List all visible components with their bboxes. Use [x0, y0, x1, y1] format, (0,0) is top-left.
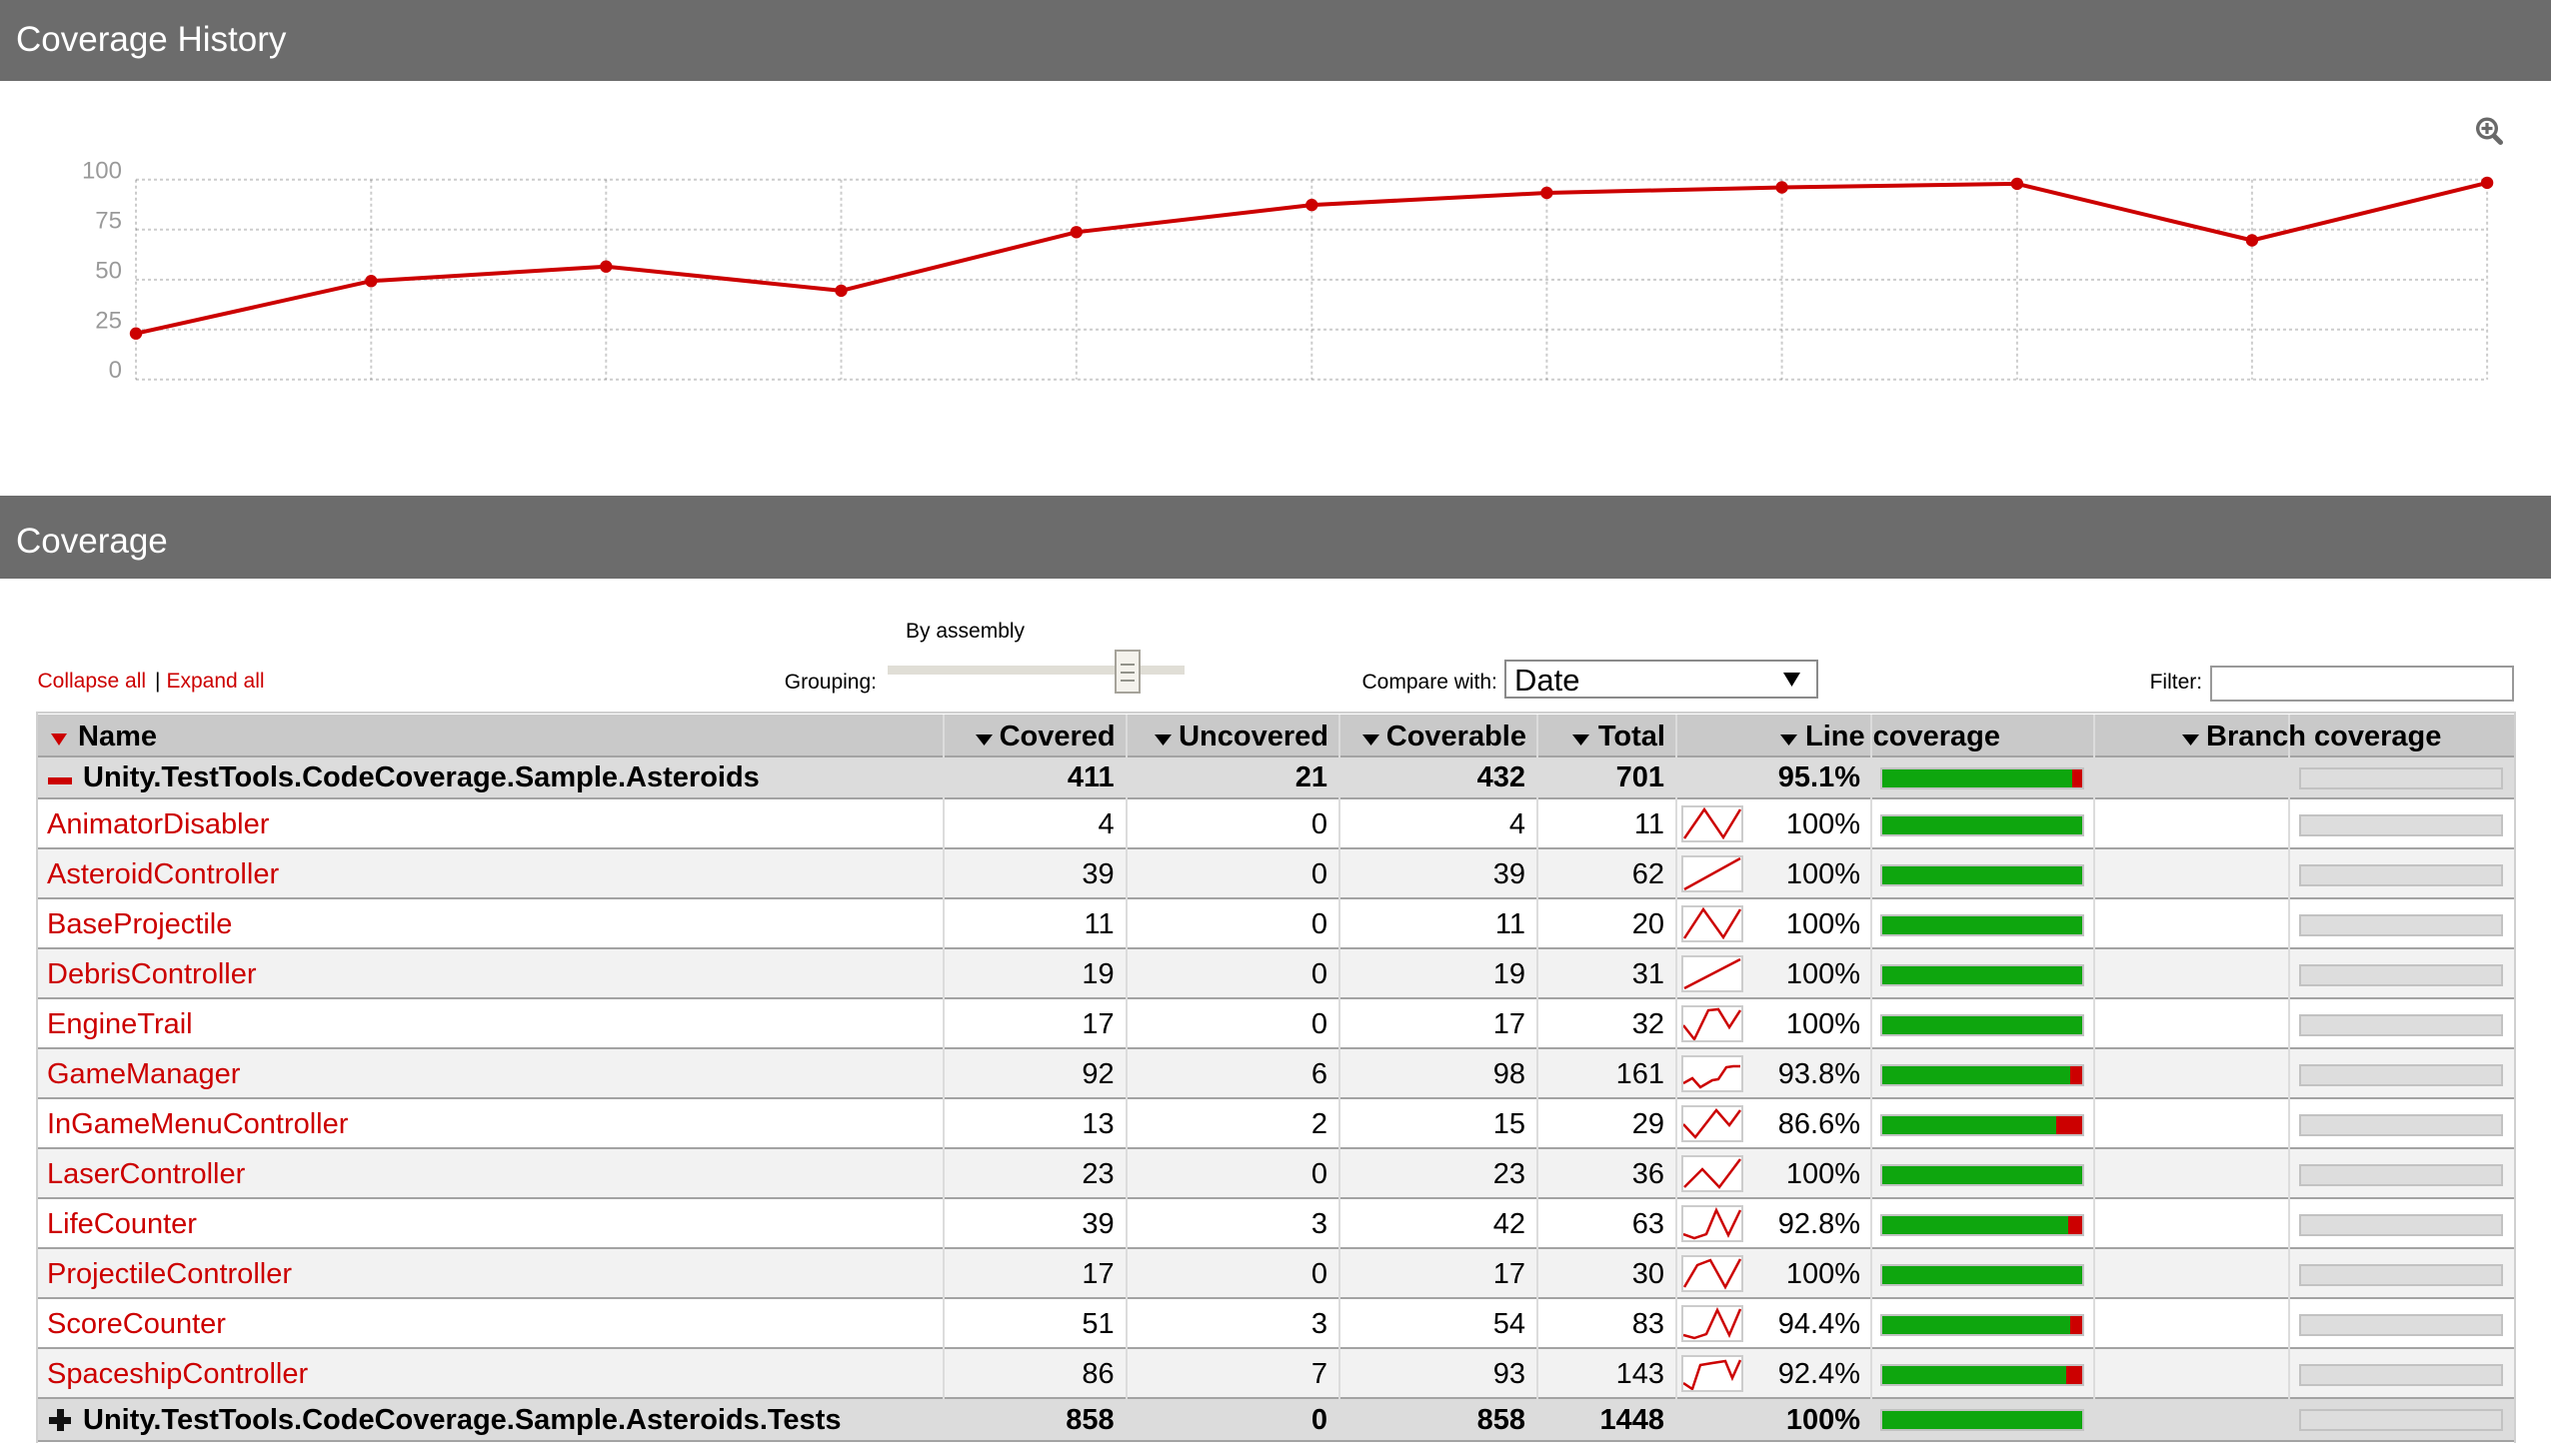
svg-text:0: 0	[109, 357, 122, 384]
svg-text:75: 75	[95, 207, 122, 234]
svg-text:50: 50	[95, 257, 122, 284]
svg-text:100: 100	[82, 157, 122, 184]
svg-text:25: 25	[95, 307, 122, 334]
